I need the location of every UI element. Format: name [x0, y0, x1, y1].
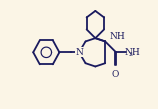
Text: N: N: [75, 48, 83, 57]
Text: NH: NH: [109, 32, 125, 41]
Text: NH: NH: [124, 48, 140, 57]
Text: O: O: [112, 70, 119, 79]
Text: 2: 2: [129, 52, 133, 57]
